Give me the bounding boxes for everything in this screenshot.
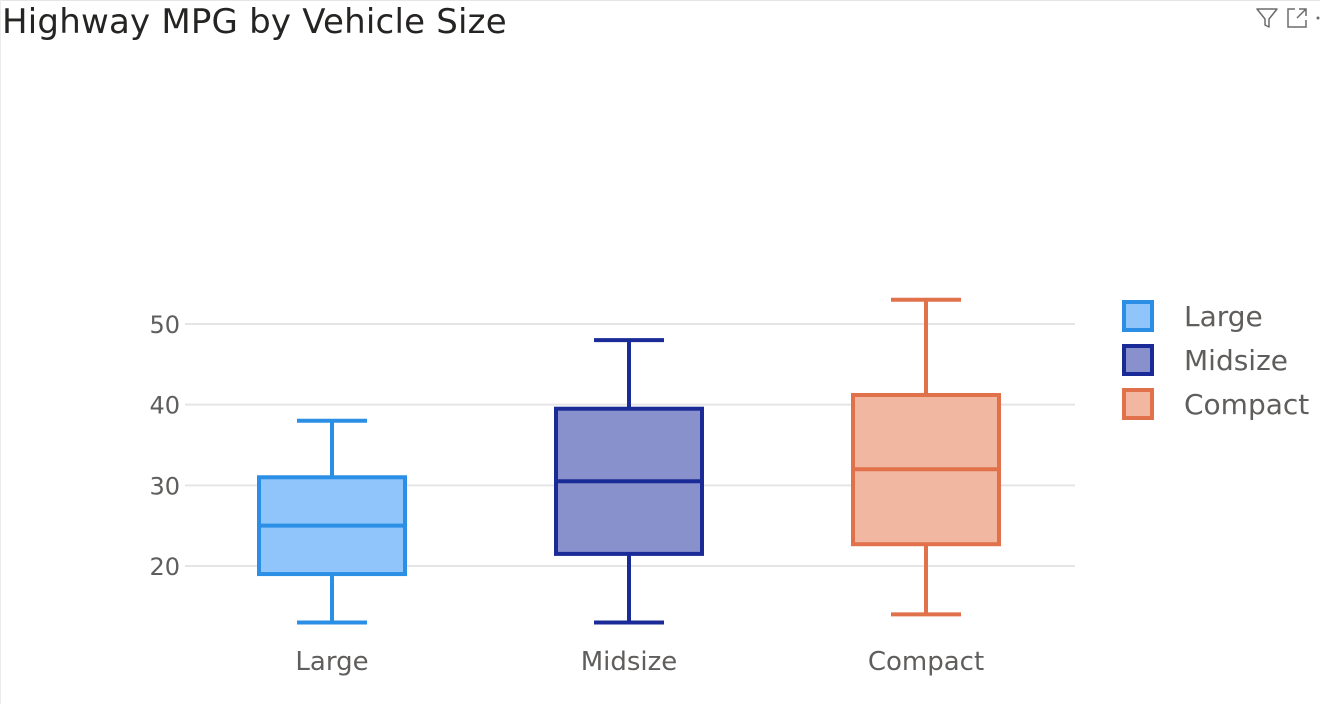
legend-swatch [1122,300,1154,332]
y-tick-label: 40 [149,392,180,420]
visual-header-toolbar [1252,4,1320,32]
x-category-label: Compact [868,647,984,677]
more-options-icon[interactable] [1312,4,1320,32]
chart-title: Highway MPG by Vehicle Size [2,2,507,42]
x-category-label: Large [295,647,368,677]
legend-label[interactable]: Compact [1184,388,1309,421]
y-tick-label: 30 [149,472,180,500]
focus-mode-icon[interactable] [1282,4,1312,32]
x-category-label: Midsize [581,647,678,677]
y-tick-label: 50 [149,311,180,339]
legend-label[interactable]: Large [1184,300,1263,333]
filter-icon[interactable] [1252,4,1282,32]
y-tick-label: 20 [149,553,180,581]
legend-label[interactable]: Midsize [1184,344,1288,377]
visual-left-border [0,0,1,704]
legend-swatch [1122,388,1154,420]
legend-swatch [1122,344,1154,376]
visual-top-border [0,0,1320,1]
